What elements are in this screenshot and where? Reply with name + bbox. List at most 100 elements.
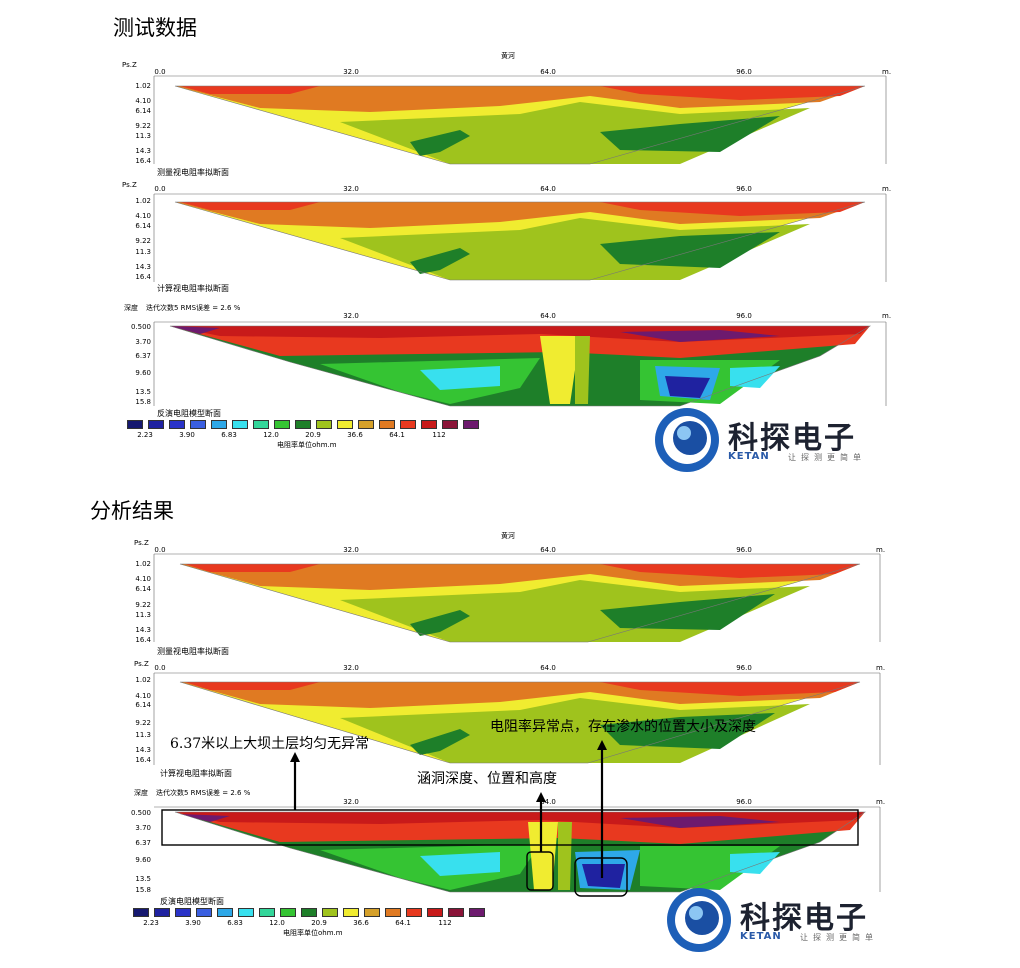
legend-swatch [280, 908, 296, 917]
legend-swatch [301, 908, 317, 917]
depth-tick: 9.22 [135, 237, 151, 245]
legend-label: 12.0 [269, 919, 285, 927]
legend-swatch [211, 420, 227, 429]
logo-brand: 科探电子 [740, 901, 868, 936]
legend-swatch [442, 420, 458, 429]
depth-tick: 16.4 [135, 636, 151, 644]
x-tick: 32.0 [343, 798, 359, 806]
x-unit: m. [876, 664, 885, 672]
depth-tick: 4.10 [135, 575, 151, 583]
legend-swatch [295, 420, 311, 429]
legend-swatch [469, 908, 485, 917]
x-tick: 0.0 [154, 664, 165, 672]
x-tick: 32.0 [343, 546, 359, 554]
resistivity-fill [174, 811, 866, 893]
depth-tick: 16.4 [135, 157, 151, 165]
legend-label: 3.90 [185, 919, 201, 927]
depth-tick: 11.3 [135, 248, 151, 256]
legend-label: 112 [432, 431, 446, 439]
x-tick: 64.0 [540, 798, 556, 806]
legend-label: 2.23 [137, 431, 153, 439]
legend-swatch [379, 420, 395, 429]
legend-swatch [259, 908, 275, 917]
legend-swatch [127, 420, 143, 429]
profile-title: 黄河 [501, 51, 515, 60]
apparent-axis-label: Ps.Z [122, 61, 137, 69]
x-axis: Ps.Z 0.0 32.0 64.0 96.0 m. [122, 61, 891, 164]
profile-title: 黄河 [501, 531, 515, 540]
legend-label: 64.1 [389, 431, 405, 439]
legend-label: 112 [438, 919, 452, 927]
depth-tick: 15.8 [135, 886, 151, 894]
depth-tick: 1.02 [135, 197, 151, 205]
x-tick: 64.0 [540, 68, 556, 76]
x-unit: m. [882, 68, 891, 76]
section-title-analysis: 分析结果 [90, 499, 174, 523]
depth-tick: 9.22 [135, 719, 151, 727]
x-tick: 64.0 [540, 546, 556, 554]
legend-swatch [343, 908, 359, 917]
depth-tick: 0.500 [131, 809, 151, 817]
x-unit: m. [882, 185, 891, 193]
x-tick: 64.0 [540, 312, 556, 320]
x-tick: 96.0 [736, 68, 752, 76]
legend-swatch [337, 420, 353, 429]
legend-unit: 电阻率单位ohm.m [277, 441, 337, 449]
model-axis-label: 深度 [124, 303, 138, 312]
logo-slogan: 让探测更简单 [800, 933, 878, 942]
legend-swatch [400, 420, 416, 429]
legend-swatch [196, 908, 212, 917]
depth-tick: 4.10 [135, 97, 151, 105]
calculated-section-top: Ps.Z 0.0 32.0 64.0 96.0 m. 1.02 4.10 6.1… [120, 172, 900, 297]
inversion-plot: 深度 迭代次数5 RMS误差 = 2.6 % 32.0 64.0 96.0 m.… [124, 303, 891, 418]
x-tick: 96.0 [736, 312, 752, 320]
depth-tick: 14.3 [135, 746, 151, 754]
x-tick: 96.0 [736, 546, 752, 554]
calculated-plot: Ps.Z 0.0 32.0 64.0 96.0 m. 1.02 4.10 6.1… [134, 660, 885, 778]
legend-swatch [316, 420, 332, 429]
legend-swatch [133, 908, 149, 917]
legend-swatch [190, 420, 206, 429]
depth-tick: 0.500 [131, 323, 151, 331]
x-tick: 64.0 [540, 185, 556, 193]
legend-swatch [364, 908, 380, 917]
depth-tick: 14.3 [135, 147, 151, 155]
legend-swatch [463, 420, 479, 429]
color-legend-top: 2.23 3.90 6.83 12.0 20.9 36.6 64.1 112 电… [127, 420, 487, 450]
depth-tick: 13.5 [135, 875, 151, 883]
legend-label: 6.83 [221, 431, 237, 439]
depth-ticks: 1.02 4.10 6.14 9.22 11.3 14.3 16.4 [135, 82, 151, 165]
ketan-logo-bottom: 科探电子 KETAN 让探测更简单 [664, 885, 904, 955]
inversion-section-top: 深度 迭代次数5 RMS误差 = 2.6 % 32.0 64.0 96.0 m.… [120, 296, 900, 421]
logo-slogan: 让探测更简单 [788, 453, 866, 462]
depth-tick: 6.14 [135, 222, 151, 230]
caption-measured: 测量视电阻率拟断面 [157, 646, 229, 656]
depth-tick: 11.3 [135, 132, 151, 140]
caption-measured: 测量视电阻率拟断面 [157, 167, 229, 177]
x-tick: 32.0 [343, 68, 359, 76]
measured-plot: 黄河 Ps.Z 0.0 32.0 64.0 96.0 m. 1.02 4.10 … [122, 51, 891, 177]
measured-section-bottom: 黄河 Ps.Z 0.0 32.0 64.0 96.0 m. 1.02 4.10 … [120, 528, 900, 658]
depth-tick: 6.14 [135, 585, 151, 593]
caption-inversion: 反演电阻模型断面 [160, 896, 224, 906]
legend-swatch [274, 420, 290, 429]
depth-tick: 11.3 [135, 731, 151, 739]
x-unit: m. [876, 546, 885, 554]
legend-swatch [358, 420, 374, 429]
depth-tick: 4.10 [135, 212, 151, 220]
legend-swatch [154, 908, 170, 917]
annotation-culvert: 涵洞深度、位置和高度 [417, 771, 557, 787]
legend-unit: 电阻率单位ohm.m [283, 929, 343, 937]
depth-tick: 4.10 [135, 692, 151, 700]
iteration-text: 迭代次数5 RMS误差 = 2.6 % [146, 303, 241, 312]
legend-label: 20.9 [305, 431, 321, 439]
resistivity-fill [179, 563, 861, 643]
depth-tick: 9.60 [135, 369, 151, 377]
legend-label: 36.6 [353, 919, 369, 927]
x-tick: 96.0 [736, 185, 752, 193]
resistivity-fill [179, 681, 861, 764]
legend-label: 2.23 [143, 919, 159, 927]
x-tick: 0.0 [154, 546, 165, 554]
calculated-section-bottom: Ps.Z 0.0 32.0 64.0 96.0 m. 1.02 4.10 6.1… [120, 655, 900, 780]
caption-calculated: 计算视电阻率拟断面 [160, 768, 232, 778]
